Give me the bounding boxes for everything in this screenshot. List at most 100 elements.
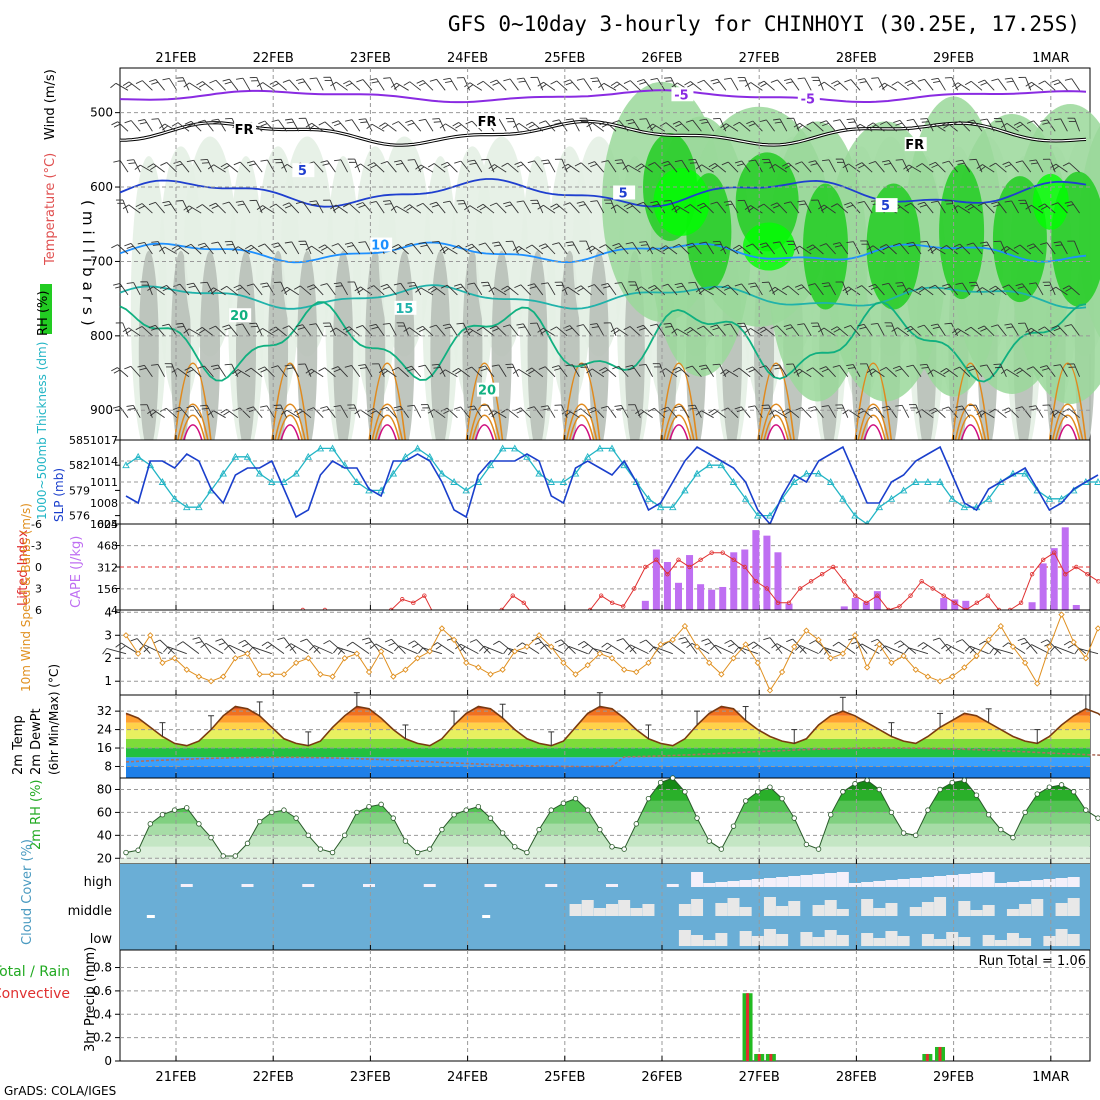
thickness-tick-label: 576 (69, 510, 90, 523)
cloud-high-block (1055, 878, 1068, 887)
wind-barb (817, 199, 824, 214)
wind-barb-flag (945, 646, 952, 652)
wind-barb-flag (113, 283, 121, 286)
wind-barb-flag (1074, 648, 1080, 655)
cloud-high-block (824, 873, 837, 887)
rh-point (171, 807, 178, 813)
wind-barb-flag (342, 203, 350, 208)
wind-barb-flag (931, 77, 939, 81)
wind-barb-flag (296, 410, 304, 415)
wind-barb-flag (614, 282, 622, 284)
thickness-point (839, 494, 847, 502)
wind-barb-flag (367, 162, 375, 167)
wind-barb-flag (1038, 326, 1045, 331)
wind-barb-flag (763, 637, 771, 641)
thickness-tick-label: 582 (69, 459, 90, 472)
wind-barb (119, 160, 129, 173)
wind-barb-flag (1026, 366, 1034, 370)
wind-barb-flag (488, 410, 495, 416)
wind-barb-flag (565, 327, 573, 332)
wind-barb-flag (286, 121, 294, 124)
wind-barb-flag (1004, 200, 1012, 203)
wind-barb (763, 326, 775, 337)
wind-barb (701, 164, 714, 173)
wind-barb (438, 364, 446, 377)
temp-contour-low (1054, 414, 1081, 441)
wind-barb (337, 366, 348, 378)
wind-barb-flag (305, 122, 312, 128)
wind-barb-flag (281, 409, 288, 415)
cloud-mid-block (606, 904, 618, 916)
wind-barb (853, 241, 861, 255)
wind-barb-flag (940, 122, 947, 127)
wind-speed-point (402, 666, 409, 673)
wind-barb-flag (480, 404, 488, 407)
cloud-high-block (606, 884, 618, 887)
cloud-high-block (946, 875, 959, 887)
wind-barb (122, 322, 129, 337)
wind-barb (933, 246, 946, 255)
rh-point (135, 847, 141, 853)
wind-barb (311, 245, 324, 255)
wind-barb-flag (639, 639, 647, 644)
contour-label-1: -5 (801, 93, 815, 108)
wind-barb-flag (125, 329, 132, 335)
wind-barb (1057, 202, 1068, 214)
wind-barb (592, 245, 605, 255)
wind-barb-flag (720, 123, 727, 129)
wind-barb-flag (122, 81, 130, 87)
wind-barb-flag (320, 406, 328, 409)
precip-conv-bar (746, 993, 750, 1061)
wind-barb-flag (540, 405, 548, 408)
wind-barb-flag (978, 640, 986, 645)
wind-barb (933, 369, 946, 378)
thickness-point (1057, 494, 1066, 502)
rh-point (779, 795, 785, 802)
wind-barb-flag (917, 642, 924, 647)
wind-barb (897, 204, 910, 214)
wind-barb (632, 365, 641, 378)
wind-barb-flag (564, 165, 572, 171)
wind-barb (130, 120, 141, 132)
wind-barb (690, 81, 702, 91)
wind-barb-flag (298, 81, 306, 84)
wind-barb-flag (542, 408, 550, 411)
bottom-date-8: 29FEB (933, 1070, 974, 1085)
wind-barb (463, 200, 471, 214)
wind-barb-flag (391, 366, 399, 371)
cloud-mid-block (921, 902, 934, 916)
rh-point (900, 830, 907, 836)
temp-contour-low (766, 424, 786, 441)
wind-barb (823, 327, 836, 337)
wind-barb-flag (661, 160, 669, 164)
wind-barb-flag (540, 644, 546, 650)
wind-speed-point (693, 643, 701, 650)
wind-barb-flag (819, 647, 825, 654)
wind-barb (414, 282, 422, 296)
wind-barb-flag (942, 283, 949, 287)
wind-barb (433, 409, 446, 419)
wind-barb (592, 648, 613, 655)
cape-bar (719, 586, 727, 610)
wind-barb-flag (235, 370, 242, 377)
wind-barb (741, 160, 751, 173)
cloud-low-block (763, 929, 776, 946)
rh-point (402, 838, 409, 844)
wind-barb-flag (981, 244, 989, 247)
wind-barb-flag (330, 327, 337, 333)
wind-barb (814, 406, 824, 418)
wind-barb-flag (454, 160, 462, 164)
wind-barb-flag (1000, 246, 1008, 251)
wind-barb (640, 409, 653, 419)
wind-barb-flag (979, 411, 986, 417)
wind-barb-flag (783, 324, 791, 328)
wind-speed-point (754, 659, 761, 666)
rh-point (560, 800, 567, 806)
wind-barb-flag (769, 286, 776, 292)
wind-barb (534, 160, 544, 173)
wind-barb (788, 162, 800, 173)
wind-barb-flag (797, 323, 805, 326)
wind-barb (957, 82, 971, 91)
wind-barb-flag (275, 407, 283, 410)
wind-barb-flag (295, 201, 303, 205)
